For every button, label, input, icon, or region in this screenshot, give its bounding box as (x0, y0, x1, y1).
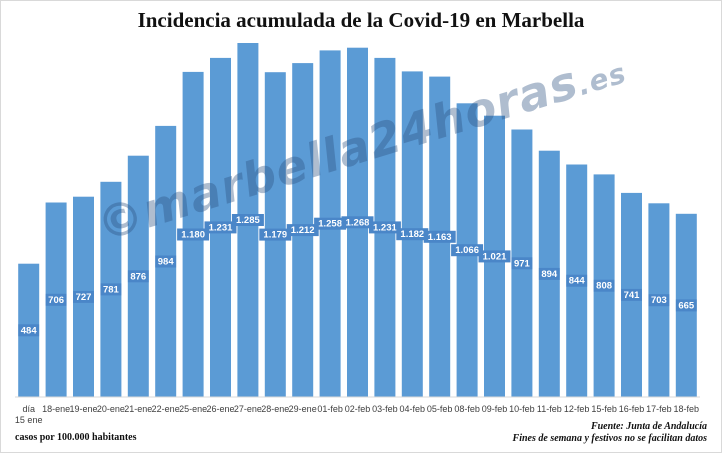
x-tick-label: 22-ene (152, 404, 180, 414)
data-label-bg (45, 293, 67, 306)
x-tick-label: 25-ene (179, 404, 207, 414)
data-label: 706 (48, 295, 64, 306)
data-label: 1.182 (400, 229, 424, 240)
missing-data-note: Fines de semana y festivos no se facilit… (512, 433, 707, 444)
data-label: 876 (130, 271, 146, 282)
data-label: 844 (569, 276, 586, 287)
data-label-bg (314, 217, 347, 230)
x-tick-label: 28-ene (261, 404, 289, 414)
data-label-bg (204, 221, 237, 234)
data-label: 665 (678, 300, 695, 311)
data-label-bg (259, 228, 292, 241)
x-tick-label: 01-feb (317, 404, 343, 414)
data-label-bg (155, 255, 177, 268)
data-label: 1.285 (236, 215, 260, 226)
x-tick-label: 09-feb (482, 404, 508, 414)
x-tick-label: 02-feb (345, 404, 371, 414)
data-label-bg (100, 283, 122, 296)
data-label-bg (423, 230, 456, 243)
data-label: 894 (541, 269, 558, 280)
data-label: 741 (624, 290, 641, 301)
data-label-bg (621, 288, 642, 301)
data-label-bg (286, 224, 319, 237)
data-label-bg (511, 257, 533, 270)
data-label: 1.021 (483, 251, 507, 262)
data-label-bg (177, 228, 210, 241)
data-label-bg (18, 324, 40, 337)
data-label: 1.180 (181, 230, 205, 241)
x-tick-label: 08-feb (454, 404, 480, 414)
data-label: 1.179 (263, 230, 287, 241)
data-label-bg (368, 221, 401, 234)
data-label: 727 (76, 292, 92, 303)
x-tick-label: 20-ene (97, 404, 125, 414)
data-label-bg (593, 279, 615, 292)
source-note: Fuente: Junta de Andalucía Fines de sema… (513, 421, 707, 445)
x-tick-label: 21-ene (124, 404, 152, 414)
x-tick-label: 27-ene (234, 404, 262, 414)
data-label-bg (341, 216, 374, 229)
data-label: 703 (651, 295, 667, 306)
data-label-bg (396, 228, 429, 241)
data-label: 971 (514, 258, 531, 269)
x-tick-label: 18-ene (42, 404, 70, 414)
data-label: 1.231 (209, 222, 233, 233)
units-note: casos por 100.000 habitantes (15, 432, 137, 443)
data-label: 1.231 (373, 222, 397, 233)
x-tick-label: 19-ene (69, 404, 97, 414)
x-tick-label: 10-feb (509, 404, 535, 414)
data-label-bg (231, 214, 264, 226)
data-label: 781 (103, 284, 120, 295)
data-label: 1.212 (291, 225, 315, 236)
data-label-bg (478, 250, 511, 263)
x-tick-label: 17-feb (646, 404, 672, 414)
data-label: 984 (158, 257, 175, 268)
x-tick-label: 05-feb (427, 404, 453, 414)
chart-title: Incidencia acumulada de la Covid-19 en M… (137, 8, 585, 32)
x-tick-label: 26-ene (206, 404, 234, 414)
data-label-bg (127, 270, 149, 283)
x-tick-label: 04-feb (400, 404, 426, 414)
data-label-bg (451, 244, 484, 257)
x-tick-label: 03-feb (372, 404, 398, 414)
data-label: 808 (596, 281, 612, 292)
data-label: 1.258 (318, 219, 342, 230)
data-label: 1.066 (455, 245, 479, 256)
data-label-bg (648, 294, 670, 307)
data-label-bg (538, 267, 560, 280)
x-tick-label: 11-feb (537, 404, 562, 414)
data-label: 1.268 (346, 217, 370, 228)
x-tick-label: 12-feb (564, 404, 590, 414)
data-label: 484 (21, 325, 38, 336)
x-tick-label: día 15 ene (15, 404, 43, 425)
data-label-bg (73, 290, 94, 303)
x-tick-label: 15-feb (591, 404, 617, 414)
data-label-bg (566, 274, 588, 287)
x-tick-label: 29-ene (289, 404, 317, 414)
data-label-bg (675, 299, 697, 312)
x-tick-label: 16-feb (619, 404, 645, 414)
data-label: 1.163 (428, 232, 452, 243)
source-text: Fuente: Junta de Andalucía (590, 421, 707, 432)
x-tick-label: 18-feb (674, 404, 700, 414)
